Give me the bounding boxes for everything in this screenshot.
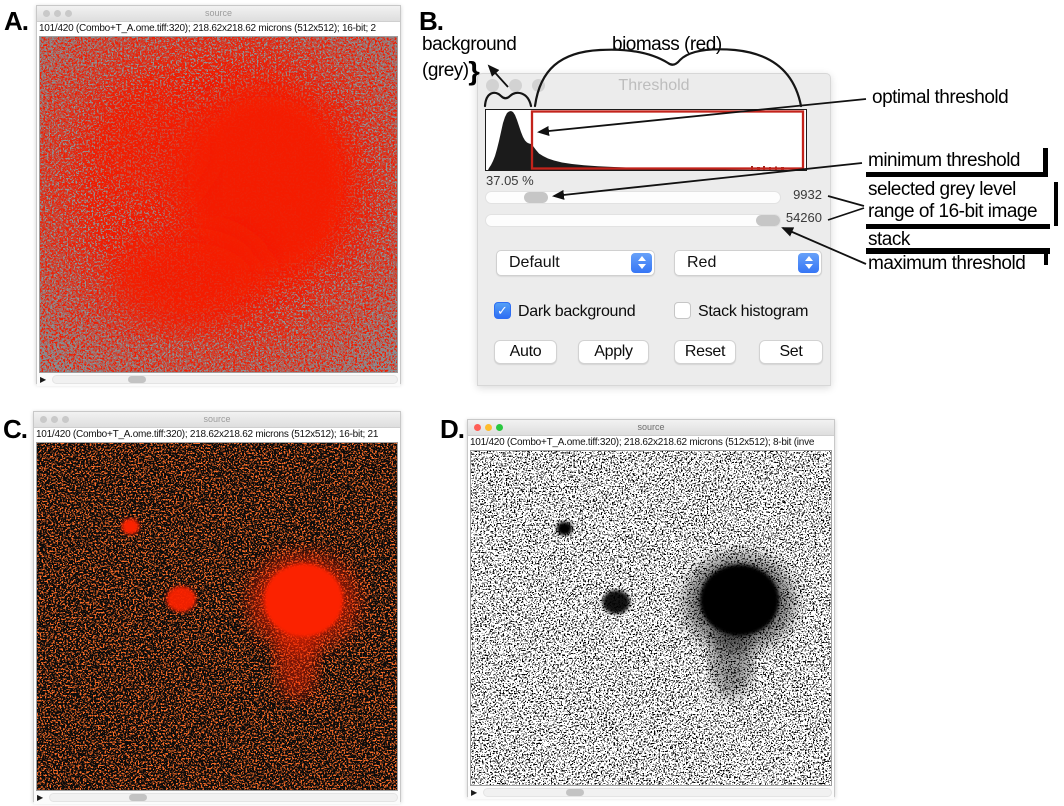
curly-brace-icon: } [467,56,480,86]
panel-c-label: C. [3,414,28,444]
image-a-canvas[interactable] [39,36,398,373]
stack-slider-a-track[interactable] [52,375,398,384]
image-window-c: source 101/420 (Combo+T_A.ome.tiff:320);… [33,411,401,804]
check-icon: ✓ [677,303,688,318]
close-icon[interactable] [474,424,481,431]
select-stepper-icon[interactable] [631,253,652,273]
stack-slider-d-thumb[interactable] [566,789,584,796]
window-c-info-bar: 101/420 (Combo+T_A.ome.tiff:320); 218.62… [34,428,400,442]
annotation-optimal-threshold: optimal threshold [872,87,1009,108]
zoom-icon[interactable] [532,79,545,92]
image-d-canvas[interactable] [470,450,832,786]
threshold-window-controls[interactable] [486,79,545,92]
close-icon[interactable] [43,10,50,17]
stack-histogram-checkbox[interactable]: ✓ [674,302,691,319]
reset-button[interactable]: Reset [674,340,736,364]
max-threshold-slider[interactable] [485,214,781,227]
method-select-value: Default [509,254,560,271]
annotation-grey-text: (grey) [422,60,469,81]
close-icon[interactable] [486,79,499,92]
annotation-maximum-threshold: maximum threshold [868,253,1026,274]
max-threshold-slider-thumb[interactable] [756,215,780,226]
image-d-graphic [471,451,831,785]
threshold-percent: 37.05 % [486,173,534,188]
select-stepper-icon[interactable] [798,253,819,273]
max-threshold-value: 54260 [785,210,822,225]
annotation-background: background [422,34,517,55]
value-connector-lines [827,195,865,221]
zoom-icon[interactable] [65,10,72,17]
zoom-icon[interactable] [62,416,69,423]
stack-slider-a-thumb[interactable] [128,376,146,383]
image-a-graphic [40,37,397,372]
play-icon[interactable]: ▶ [471,788,478,797]
annotation-selected-range-3: stack [868,229,910,250]
display-select[interactable]: Red [674,250,822,276]
method-select[interactable]: Default [496,250,655,276]
play-icon[interactable]: ▶ [40,375,47,384]
annotation-selected-range-1: selected grey level [868,179,1016,200]
window-a-title: source [204,8,232,18]
image-window-d: source 101/420 (Combo+T_A.ome.tiff:320);… [467,419,835,799]
threshold-range-box [530,110,805,170]
annotation-biomass: biomass (red) [612,34,722,55]
window-d-info-bar: 101/420 (Combo+T_A.ome.tiff:320); 218.62… [468,436,834,450]
tick-minimum [1043,148,1048,172]
window-a-controls[interactable] [43,10,72,17]
image-c-canvas[interactable] [36,442,398,791]
min-threshold-value: 9932 [793,187,822,202]
display-select-value: Red [687,254,717,271]
close-icon[interactable] [40,416,47,423]
annotation-background-grey: (grey)} [422,56,480,87]
minimize-icon[interactable] [509,79,522,92]
threshold-dialog: Threshold 37.05 % 9932 54260 Default Red… [477,73,831,386]
stack-slider-a[interactable]: ▶ [37,373,400,386]
stack-slider-d-track[interactable] [483,788,832,797]
minimize-icon[interactable] [54,10,61,17]
annotation-minimum-threshold: minimum threshold [868,150,1021,171]
stack-slider-c-thumb[interactable] [129,794,147,801]
stack-slider-c[interactable]: ▶ [34,791,400,804]
min-threshold-slider[interactable] [485,191,781,204]
tick-selected-range [1054,182,1058,226]
zoom-icon[interactable] [496,424,503,431]
threshold-histogram [485,109,807,171]
min-threshold-slider-thumb[interactable] [524,192,548,203]
minimize-icon[interactable] [51,416,58,423]
image-window-a: source 101/420 (Combo+T_A.ome.tiff:320);… [36,5,401,386]
window-c-controls[interactable] [40,416,69,423]
dark-background-checkbox[interactable]: ✓ [494,302,511,319]
histogram-bars [488,111,804,170]
window-d-titlebar[interactable]: source [468,420,834,436]
window-a-info-bar: 101/420 (Combo+T_A.ome.tiff:320); 218.62… [37,22,400,36]
auto-button[interactable]: Auto [494,340,557,364]
panel-d-label: D. [440,414,465,444]
image-c-graphic [37,443,397,790]
annotation-selected-range-2: range of 16-bit image [868,201,1038,222]
panel-b-label: B. [419,6,444,36]
window-c-titlebar[interactable]: source [34,412,400,428]
underline-stack [866,248,1050,254]
underline-selected-range [866,224,1050,229]
set-button[interactable]: Set [759,340,823,364]
minimize-icon[interactable] [485,424,492,431]
tick-maximum [1044,252,1048,265]
play-icon[interactable]: ▶ [37,793,44,802]
histogram-plot [488,110,805,170]
window-d-title: source [637,422,665,432]
window-a-titlebar[interactable]: source [37,6,400,22]
window-c-title: source [203,414,231,424]
stack-histogram-label: Stack histogram [698,303,809,320]
check-icon: ✓ [497,303,508,318]
underline-minimum [866,172,1048,177]
dark-background-label: Dark background [518,303,636,320]
panel-a-label: A. [4,6,29,36]
threshold-titlebar[interactable]: Threshold [478,74,830,98]
stack-slider-d[interactable]: ▶ [468,786,834,799]
window-d-controls[interactable] [474,424,503,431]
apply-button[interactable]: Apply [578,340,649,364]
stack-slider-c-track[interactable] [49,793,398,802]
